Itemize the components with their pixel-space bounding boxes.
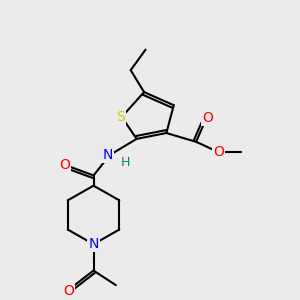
Text: O: O <box>59 158 70 172</box>
Text: O: O <box>213 145 224 159</box>
Text: N: N <box>88 237 99 251</box>
Text: O: O <box>202 111 213 125</box>
Text: H: H <box>121 156 130 169</box>
Text: S: S <box>116 110 125 124</box>
Text: O: O <box>63 284 74 298</box>
Text: N: N <box>102 148 113 162</box>
